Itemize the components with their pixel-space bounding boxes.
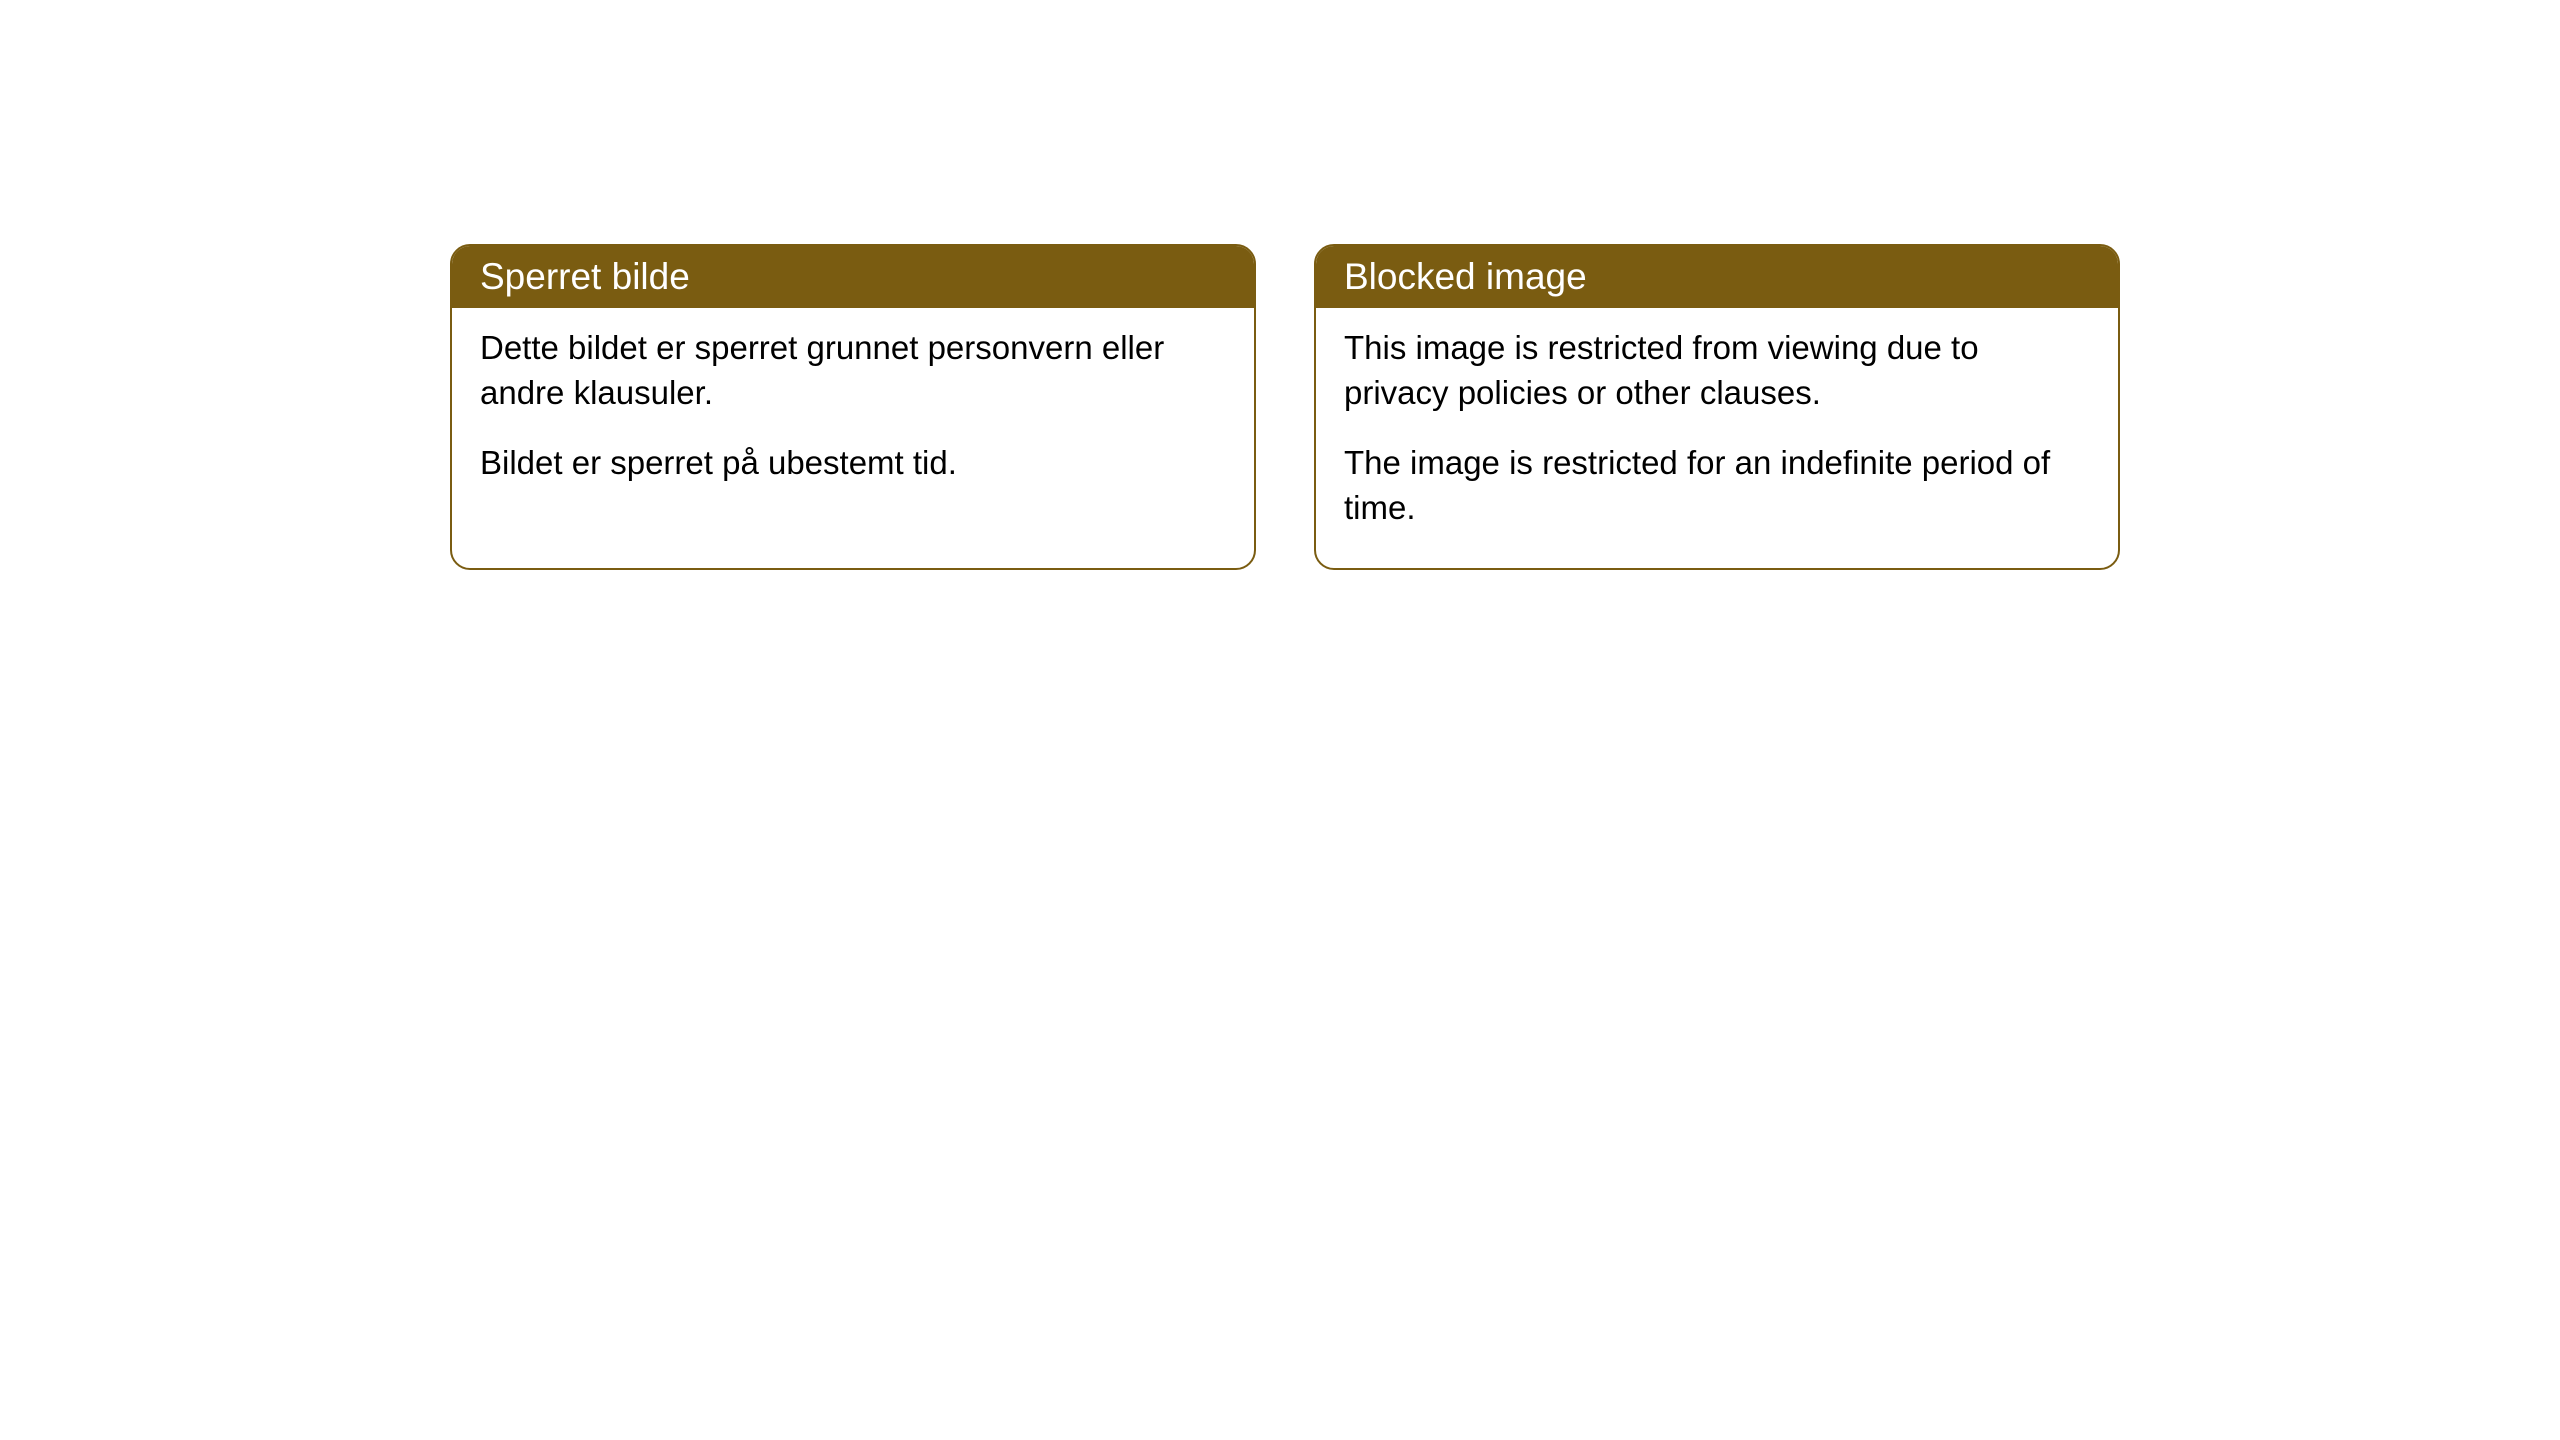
card-paragraph-2: The image is restricted for an indefinit… xyxy=(1344,441,2090,530)
card-body: Dette bildet er sperret grunnet personve… xyxy=(452,308,1254,524)
card-header: Blocked image xyxy=(1316,246,2118,308)
card-paragraph-2: Bildet er sperret på ubestemt tid. xyxy=(480,441,1226,486)
card-paragraph-1: Dette bildet er sperret grunnet personve… xyxy=(480,326,1226,415)
notice-card-english: Blocked image This image is restricted f… xyxy=(1314,244,2120,570)
card-paragraph-1: This image is restricted from viewing du… xyxy=(1344,326,2090,415)
card-title: Sperret bilde xyxy=(480,256,690,297)
notice-card-norwegian: Sperret bilde Dette bildet er sperret gr… xyxy=(450,244,1256,570)
card-body: This image is restricted from viewing du… xyxy=(1316,308,2118,568)
card-header: Sperret bilde xyxy=(452,246,1254,308)
notice-container: Sperret bilde Dette bildet er sperret gr… xyxy=(450,244,2120,570)
card-title: Blocked image xyxy=(1344,256,1587,297)
